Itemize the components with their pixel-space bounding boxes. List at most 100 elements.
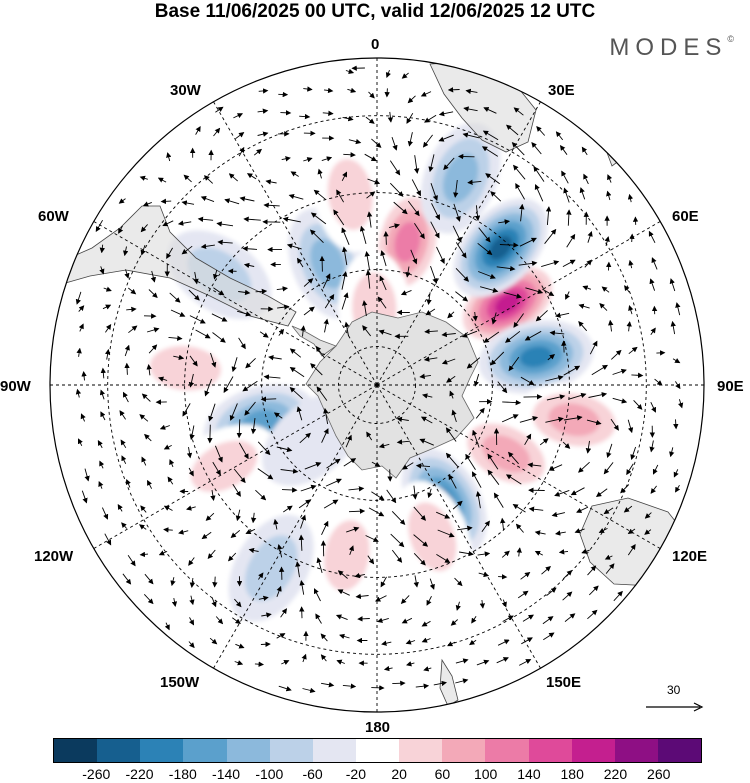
wind-arrow — [144, 573, 154, 585]
colorbar-swatch — [571, 739, 615, 762]
wind-arrow — [280, 608, 288, 618]
wind-arrow — [427, 488, 433, 499]
wind-arrow — [368, 507, 385, 517]
wind-arrow — [467, 179, 482, 185]
wind-arrow — [277, 304, 290, 310]
wind-arrow — [599, 302, 608, 311]
wind-arrow — [210, 352, 217, 368]
wind-arrow — [189, 315, 206, 324]
wind-arrow — [138, 524, 147, 530]
wind-arrow — [420, 91, 432, 97]
wind-arrow — [177, 220, 192, 226]
wind-arrow — [342, 116, 354, 122]
wind-arrow — [243, 262, 255, 269]
wind-arrow — [160, 198, 172, 205]
colorbar-tick-label: -20 — [345, 766, 366, 782]
wind-arrow — [381, 640, 392, 646]
wind-arrow — [104, 533, 112, 546]
wind-arrow — [513, 313, 524, 328]
wind-arrow — [542, 616, 554, 625]
wind-arrow — [364, 153, 377, 162]
colorbar-swatch — [54, 739, 98, 762]
map-title: Base 11/06/2025 00 UTC, valid 12/06/2025… — [154, 1, 596, 22]
wind-arrow — [518, 659, 532, 666]
wind-arrow — [186, 505, 196, 511]
wind-arrow — [578, 303, 590, 309]
wind-arrow — [118, 225, 124, 234]
wind-arrow — [386, 489, 397, 504]
wind-arrow — [371, 491, 385, 501]
wind-arrow — [326, 458, 341, 469]
wind-arrow — [254, 661, 264, 667]
wind-arrow — [159, 424, 170, 430]
wind-arrow — [321, 156, 333, 162]
wind-arrow — [374, 595, 387, 602]
wind-arrow — [119, 410, 126, 420]
wind-arrow — [387, 111, 394, 123]
wind-arrow — [544, 228, 557, 244]
wind-arrow — [423, 666, 432, 672]
wind-arrow — [476, 659, 490, 666]
wind-arrow — [337, 570, 348, 579]
wind-arrow — [545, 206, 552, 226]
wind-arrow — [189, 425, 195, 441]
wind-arrow — [584, 259, 593, 268]
colorbar-tick-label: -140 — [212, 766, 241, 782]
wind-arrow — [648, 230, 656, 244]
wind-arrow — [631, 372, 644, 379]
lon-label-120e: 120E — [672, 548, 708, 565]
wind-arrow — [236, 310, 252, 317]
wind-arrow — [302, 687, 316, 694]
wind-arrow — [578, 321, 588, 332]
wind-arrow — [388, 223, 400, 229]
wind-arrow — [451, 409, 457, 423]
wind-arrow — [558, 549, 569, 555]
wind-arrow — [81, 490, 88, 504]
wind-arrow — [365, 535, 379, 542]
wind-arrow — [465, 88, 478, 94]
wind-arrow — [633, 399, 643, 410]
wind-arrow — [298, 499, 312, 509]
wind-arrow — [233, 468, 246, 484]
wind-arrow — [455, 267, 470, 282]
wind-arrow — [258, 88, 269, 94]
wind-arrow — [378, 329, 392, 336]
colorbar-tick-label: 260 — [647, 766, 671, 782]
wind-arrow — [678, 399, 684, 409]
wind-arrow — [519, 416, 539, 423]
colorbar-swatch — [614, 739, 658, 762]
wind-arrow — [675, 484, 681, 493]
colorbar-tick-label: 220 — [603, 766, 628, 782]
wind-arrow — [277, 544, 283, 558]
colorbar-tick-label: -60 — [302, 766, 323, 782]
wind-arrow — [562, 259, 576, 267]
wind-arrow — [173, 354, 185, 361]
wind-arrow — [516, 547, 522, 557]
lon-label-30w: 30W — [170, 82, 201, 99]
wind-arrow — [477, 551, 491, 557]
wind-arrow — [413, 506, 426, 521]
wind-arrow — [627, 419, 634, 434]
wind-arrow — [210, 489, 216, 501]
wind-arrow — [322, 273, 331, 289]
wind-arrow — [396, 439, 411, 445]
wind-arrow — [238, 442, 249, 460]
wind-arrow — [344, 321, 350, 337]
wind-arrow — [323, 318, 329, 333]
wind-arrow — [383, 665, 393, 672]
wind-arrow — [649, 440, 655, 453]
reference-vector-value: 30 — [667, 683, 681, 697]
wind-arrow — [499, 242, 519, 248]
wind-arrow — [430, 221, 440, 239]
wind-arrow — [587, 609, 598, 620]
wind-arrow — [320, 654, 327, 662]
wind-arrow — [455, 658, 469, 664]
anomaly-contour — [442, 153, 479, 203]
wind-arrow — [278, 685, 292, 692]
wind-arrow — [566, 233, 576, 248]
wind-arrow — [414, 223, 425, 240]
wind-arrow — [673, 469, 679, 478]
wind-arrow — [410, 249, 418, 265]
wind-arrow — [80, 413, 86, 422]
wind-arrow — [75, 388, 82, 398]
